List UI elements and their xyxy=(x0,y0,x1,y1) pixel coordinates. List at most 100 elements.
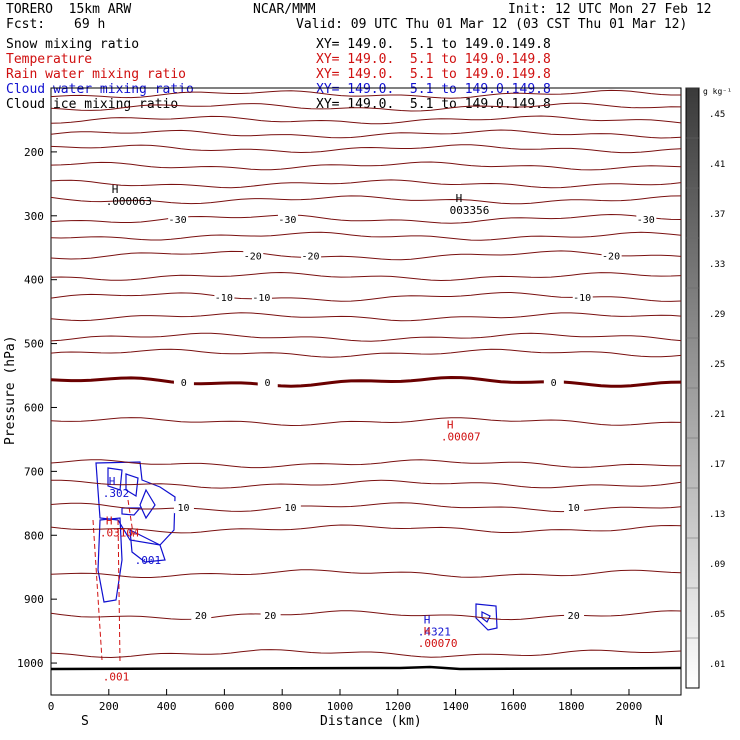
extremum-marker: H xyxy=(424,625,431,638)
isotherm-line xyxy=(50,195,682,205)
field-name: Cloud water mixing ratio xyxy=(6,82,194,97)
extremum-value: .000063 xyxy=(106,195,152,208)
isotherm-label-bg xyxy=(572,290,593,303)
x-tick-label: 1200 xyxy=(385,700,412,713)
isotherm-line xyxy=(50,610,682,621)
isotherm-line xyxy=(50,312,682,322)
model-label: TORERO 15km ARW xyxy=(6,2,132,17)
isotherm-line xyxy=(50,271,682,282)
isotherm-line xyxy=(50,417,682,427)
colorbar-level: .17 xyxy=(709,460,725,470)
y-tick-label: 300 xyxy=(24,210,44,223)
x-tick-label: 200 xyxy=(99,700,119,713)
x-tick-label: 800 xyxy=(272,700,292,713)
extremum-marker: H xyxy=(447,419,454,432)
y-tick-label: 600 xyxy=(24,401,44,414)
fcst-value: 69 h xyxy=(74,17,106,32)
isotherm-label-bg xyxy=(243,249,264,262)
isotherm-line xyxy=(50,161,682,171)
extremum-value: .001 xyxy=(135,554,162,567)
isotherm-label: 0 xyxy=(551,378,557,389)
isotherm-line xyxy=(50,231,682,241)
isotherm-label: -10 xyxy=(215,293,233,304)
isotherm-line xyxy=(50,502,682,513)
plot-frame xyxy=(50,87,682,696)
isotherm-label: 10 xyxy=(284,503,296,514)
y-tick-label: 900 xyxy=(24,593,44,606)
extremum-marker: H xyxy=(109,475,116,488)
colorbar-level: .41 xyxy=(709,160,725,170)
isotherm-label-bg xyxy=(280,501,301,514)
colorbar-level: .45 xyxy=(709,110,725,120)
extremum-marker: H xyxy=(106,515,113,528)
field-name: Temperature xyxy=(6,52,93,67)
colorbar-level: .13 xyxy=(709,510,725,520)
isotherm-label: -30 xyxy=(169,215,187,226)
isotherm-label-bg xyxy=(251,290,272,303)
endpoint-left: S xyxy=(81,714,89,729)
x-tick-label: 400 xyxy=(157,700,177,713)
colorbar-level: .25 xyxy=(709,360,725,370)
isotherm-line xyxy=(50,213,682,224)
isotherm-label-bg xyxy=(564,501,585,514)
isotherm-line xyxy=(50,179,682,189)
field-name: Snow mixing ratio xyxy=(6,37,140,52)
valid-label: Valid: 09 UTC Thu 01 Mar 12 (03 CST Thu … xyxy=(296,17,688,32)
x-tick-label: 2000 xyxy=(616,700,643,713)
center-label: NCAR/MMM xyxy=(253,2,316,17)
isotherm-label-bg xyxy=(543,375,564,388)
x-tick-label: 1800 xyxy=(558,700,585,713)
y-tick-label: 1000 xyxy=(17,657,44,670)
field-xy: XY= 149.0. 5.1 to 149.0.149.8 xyxy=(316,97,551,112)
ground-line xyxy=(50,665,682,671)
isotherm-label: 20 xyxy=(264,611,276,622)
isotherm-label: 20 xyxy=(568,611,580,622)
isotherm-label-bg xyxy=(173,501,194,514)
extremum-marker: H xyxy=(112,183,119,196)
isotherm-line xyxy=(50,250,682,261)
colorbar-level: .09 xyxy=(709,560,725,570)
y-tick-label: 500 xyxy=(24,338,44,351)
isotherm-label-bg xyxy=(191,609,212,622)
isotherm-label: -20 xyxy=(301,251,319,262)
isotherm-line xyxy=(50,375,682,388)
y-tick-label: 400 xyxy=(24,274,44,287)
rain-water-contours xyxy=(92,499,135,663)
isotherm-label: -30 xyxy=(278,215,296,226)
extremum-marker: H xyxy=(424,614,431,627)
colorbar-level: .21 xyxy=(709,410,725,420)
isotherm-label-bg xyxy=(636,212,657,225)
isotherm-line xyxy=(50,649,682,659)
extremum-value: .00070 xyxy=(418,637,458,650)
isotherm-label: 0 xyxy=(265,378,271,389)
cloud-water-contours xyxy=(95,461,498,631)
extremum-value: .001 xyxy=(103,670,129,683)
extremum-value: 003356 xyxy=(450,204,490,217)
isotherm-line xyxy=(50,89,681,99)
isotherm-line xyxy=(50,348,682,358)
x-tick-label: 0 xyxy=(48,700,55,713)
isotherm-line xyxy=(50,569,682,578)
y-tick-label: 700 xyxy=(24,465,44,478)
isotherm-label-bg xyxy=(257,375,278,388)
isotherm-label-bg xyxy=(173,375,194,388)
isotherm-label: 10 xyxy=(178,503,190,514)
isotherm-label-bg xyxy=(214,290,235,303)
extremum-value: .4321 xyxy=(418,626,451,639)
isotherm-label-bg xyxy=(301,249,322,262)
init-label: Init: 12 UTC Mon 27 Feb 12 xyxy=(508,2,712,17)
extremum-value: .03104 xyxy=(100,527,140,540)
x-tick-label: 600 xyxy=(214,700,234,713)
x-tick-label: 1400 xyxy=(442,700,469,713)
isotherm-label: 0 xyxy=(181,378,187,389)
y-tick-label: 200 xyxy=(24,146,44,159)
isotherm-label-bg xyxy=(260,609,281,622)
isotherm-label: -20 xyxy=(244,251,262,262)
isotherm-line xyxy=(50,129,682,139)
x-axis-title: Distance (km) xyxy=(320,714,422,729)
isotherm-label: 20 xyxy=(195,611,207,622)
isotherm-label: -30 xyxy=(637,215,655,226)
colorbar-level: .05 xyxy=(709,610,725,620)
extremum-value: .00007 xyxy=(441,431,481,444)
x-tick-label: 1600 xyxy=(500,700,526,713)
